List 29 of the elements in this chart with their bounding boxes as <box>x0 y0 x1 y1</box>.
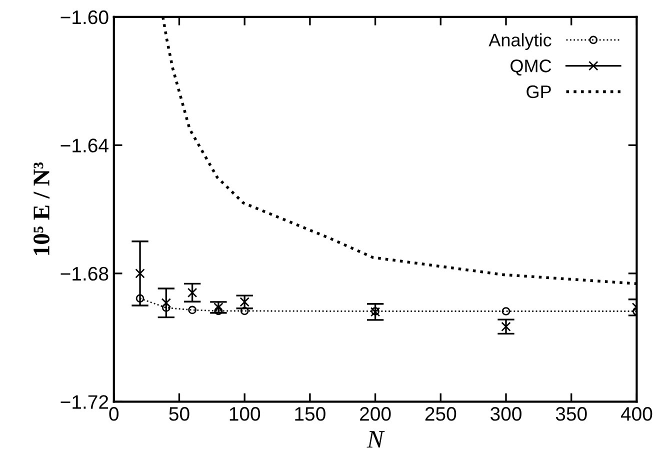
x-tick-label: 100 <box>230 407 260 421</box>
y-tick-label: −1.60 <box>60 10 108 24</box>
x-tick-label: 350 <box>556 407 587 421</box>
x-tick-label: 300 <box>490 407 522 421</box>
x-tick-label: 150 <box>295 407 326 421</box>
point <box>501 322 511 332</box>
point <box>502 307 510 316</box>
point <box>136 294 144 303</box>
point <box>188 306 196 314</box>
y-tick-label: −1.64 <box>60 138 108 152</box>
x-tick-label: 50 <box>169 407 190 421</box>
y-tick-label: −1.72 <box>60 395 108 409</box>
legend-label: GP <box>526 85 551 98</box>
legend-label: QMC <box>510 60 552 76</box>
point <box>135 268 145 278</box>
point <box>240 297 250 307</box>
point <box>214 302 224 312</box>
x-tick-label: 200 <box>360 407 391 421</box>
x-tick-label: 0 <box>109 407 119 421</box>
y-axis-title: 10⁵ E / N³ <box>34 162 50 255</box>
point <box>187 288 198 298</box>
point <box>214 306 223 316</box>
point <box>161 298 172 308</box>
x-tick-label: 250 <box>425 407 456 421</box>
x-axis-title: N <box>366 431 385 448</box>
y-tick-label: −1.68 <box>60 266 108 281</box>
legend-label: Analytic <box>488 33 552 50</box>
x-tick-label: 400 <box>620 407 652 421</box>
point <box>240 306 249 316</box>
